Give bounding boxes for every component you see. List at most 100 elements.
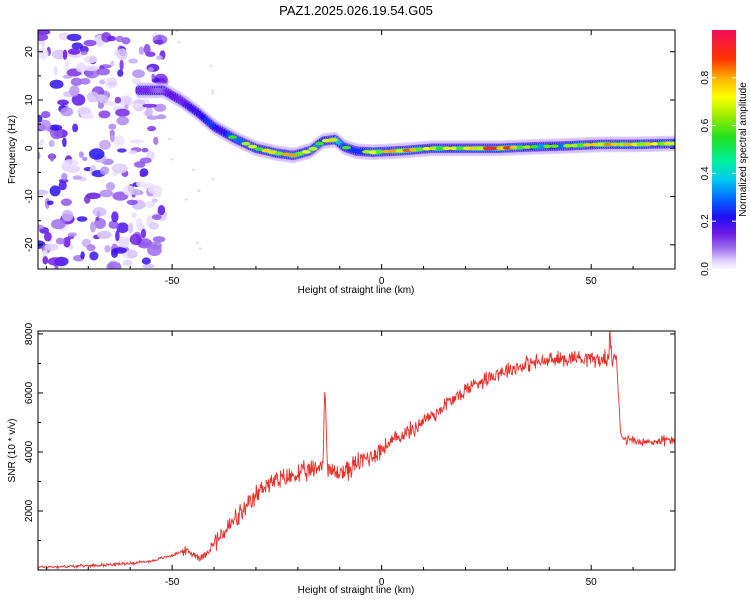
figure-title: PAZ1.2025.026.19.54.G05 [279,3,433,18]
noise-blob [132,103,143,109]
noise-blobs [38,30,215,269]
noise-blob [42,256,49,265]
noise-blob [118,95,133,107]
ridge-peak [583,143,593,147]
ridge-peak [529,145,539,149]
y-tick-label: 8000 [24,322,35,345]
noise-blob [147,244,162,256]
noise-blob [130,139,145,144]
noise-blob [152,236,166,243]
noise-blob [38,33,49,41]
ridge-peak [603,142,613,147]
x-tick-label: -50 [165,577,180,588]
noise-blob [61,209,74,222]
noise-blob [110,60,115,67]
noise-blob [124,104,129,110]
ridge-peak [288,153,298,158]
ridge-peak [630,142,640,147]
noise-speck [192,168,195,171]
noise-blob [136,181,147,187]
ridge-peak [442,146,452,151]
noise-blob [126,249,138,259]
ridge-peak [663,141,673,146]
noise-blob [46,200,54,206]
noise-blob [38,47,46,53]
ridge-peak [254,147,264,151]
noise-blob [60,198,72,206]
noise-speck [175,30,179,33]
noise-speck [211,89,215,93]
colorbar-label: Normalized spectral amplitude [738,82,749,217]
noise-blob [38,224,44,230]
spectrogram-xlabel: Height of straight line (km) [298,285,415,296]
noise-blob [108,123,117,130]
y-tick-label: 4000 [24,440,35,463]
noise-blob [114,96,122,104]
noise-blob [55,237,65,245]
ridge-peak [375,150,385,154]
ridge-peak [241,141,251,146]
noise-blob [60,107,74,117]
spectrogram-panel: -50 0 50 20 10 0 -10 -20 Height of straight lin… [7,29,676,296]
noise-blob [62,49,68,60]
noise-blob [94,218,106,229]
noise-blob [148,185,163,195]
noise-blob [89,251,99,261]
noise-blob [64,60,70,72]
noise-blob [116,116,129,126]
noise-blob [82,156,88,162]
noise-blob [72,175,82,180]
noise-blob [90,221,96,233]
noise-blob [116,48,128,61]
noise-blob [139,172,146,177]
spectrogram-ylabel: Frequency (Hz) [7,115,18,184]
ridge-peak [362,150,372,154]
ridge-peak [670,141,675,146]
noise-speck [170,158,174,161]
noise-blob [71,42,84,50]
ridge-peak [462,146,472,151]
noise-speck [168,137,172,141]
noise-blob [147,67,154,73]
noise-blob [128,150,138,155]
noise-blob [122,259,133,266]
ridge-peak [516,145,526,150]
noise-blob [95,94,109,104]
ridge-peak [449,146,459,151]
noise-blob [38,119,52,131]
ridge-peak [616,142,626,147]
noise-blob [80,113,95,120]
noise-blob [79,78,91,85]
noise-blob [58,180,67,191]
noise-blob [97,102,104,109]
ridge-peak [496,146,506,150]
noise-blob [117,69,124,77]
snr-plot-area [38,331,675,570]
noise-blob [99,189,114,198]
y-tick-label: 0 [24,145,35,151]
noise-blob [62,159,79,168]
colorbar-tick-label: 0.6 [700,118,711,132]
noise-blob [70,77,83,87]
colorbar-tick-label: 0.0 [700,262,711,276]
noise-blob [153,39,164,45]
snr-series [38,331,675,570]
x-tick-label: -50 [165,276,180,287]
noise-blob [131,212,137,219]
noise-speck [210,92,214,95]
noise-blob [157,205,166,216]
noise-blob [41,111,51,119]
ridge-peak [395,149,405,153]
noise-blob [84,195,91,204]
ridge-peak [590,142,599,147]
ridge-peak [301,150,311,154]
noise-blob [38,114,43,123]
noise-blob [53,65,58,76]
noise-blob [117,148,127,153]
ridge-peak [409,148,418,152]
noise-blob [140,228,147,239]
noise-blob [156,55,163,60]
noise-blob [96,67,111,76]
ridge-peak [382,149,392,154]
noise-blob [76,216,88,222]
